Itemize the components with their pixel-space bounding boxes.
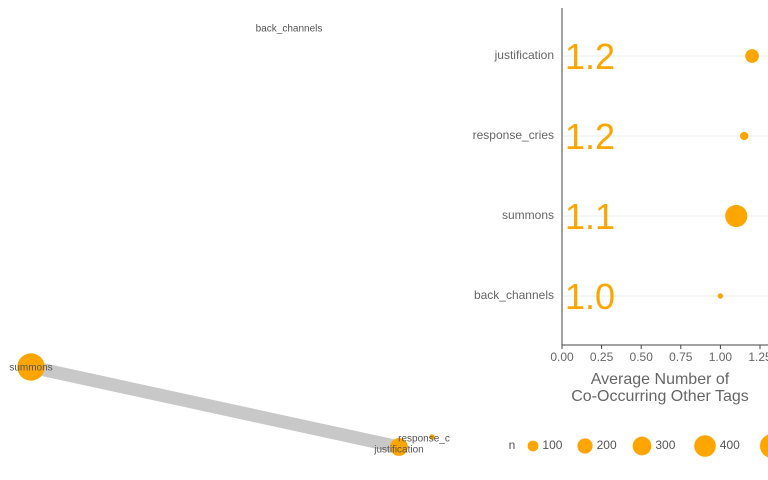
- x-tick-label-0.75: 0.75: [669, 350, 693, 364]
- data-point-summons: [725, 204, 748, 228]
- legend-circle-100: [527, 440, 539, 452]
- x-tick-label-0.50: 0.50: [630, 350, 654, 364]
- legend-circle-clipped: [760, 434, 768, 458]
- legend-title: n: [509, 438, 516, 452]
- category-label-response_cries: response_cries: [473, 128, 554, 142]
- size-legend: n 100 200 300 400: [509, 434, 768, 458]
- network-node-label-response_cries: response_c: [398, 434, 450, 445]
- legend-label-100: 100: [542, 438, 562, 452]
- data-point-justification: [745, 49, 759, 63]
- legend-circle-400: [694, 435, 716, 457]
- legend-circle-300: [632, 436, 652, 456]
- data-point-back_channels: [717, 293, 724, 299]
- network-node-label-back_channels: back_channels: [256, 24, 323, 35]
- value-label-response_cries: 1.2: [565, 116, 615, 157]
- x-tick-label-0.25: 0.25: [590, 350, 614, 364]
- network-node-justification: [390, 438, 408, 456]
- category-label-justification: justification: [494, 48, 554, 62]
- value-label-justification: 1.2: [565, 36, 615, 77]
- network-node-response_cries: [429, 434, 435, 440]
- legend-circle-200: [577, 438, 593, 454]
- x-axis-title: Average Number of Co-Occurring Other Tags: [571, 371, 749, 405]
- x-tick-label-1.25: 1.25: [748, 350, 768, 364]
- legend-label-200: 200: [597, 438, 617, 452]
- x-tick-label-1.00: 1.00: [709, 350, 733, 364]
- value-label-back_channels: 1.0: [565, 276, 615, 317]
- network-node-label-justification: justification: [373, 445, 423, 456]
- data-point-response_cries: [739, 131, 749, 141]
- category-label-summons: summons: [502, 208, 554, 222]
- category-label-back_channels: back_channels: [474, 288, 554, 302]
- network-edge-summons-justification: [29, 360, 401, 454]
- x-tick-label-0.00: 0.00: [550, 350, 574, 364]
- legend-label-400: 400: [720, 438, 740, 452]
- legend-label-300: 300: [655, 438, 675, 452]
- network-node-summons: [17, 353, 45, 381]
- dot-plot: justification 1.2 response_cries 1.2 summons…: [473, 8, 768, 405]
- network-node-label-summons: summons: [9, 363, 52, 374]
- value-label-summons: 1.1: [565, 196, 615, 237]
